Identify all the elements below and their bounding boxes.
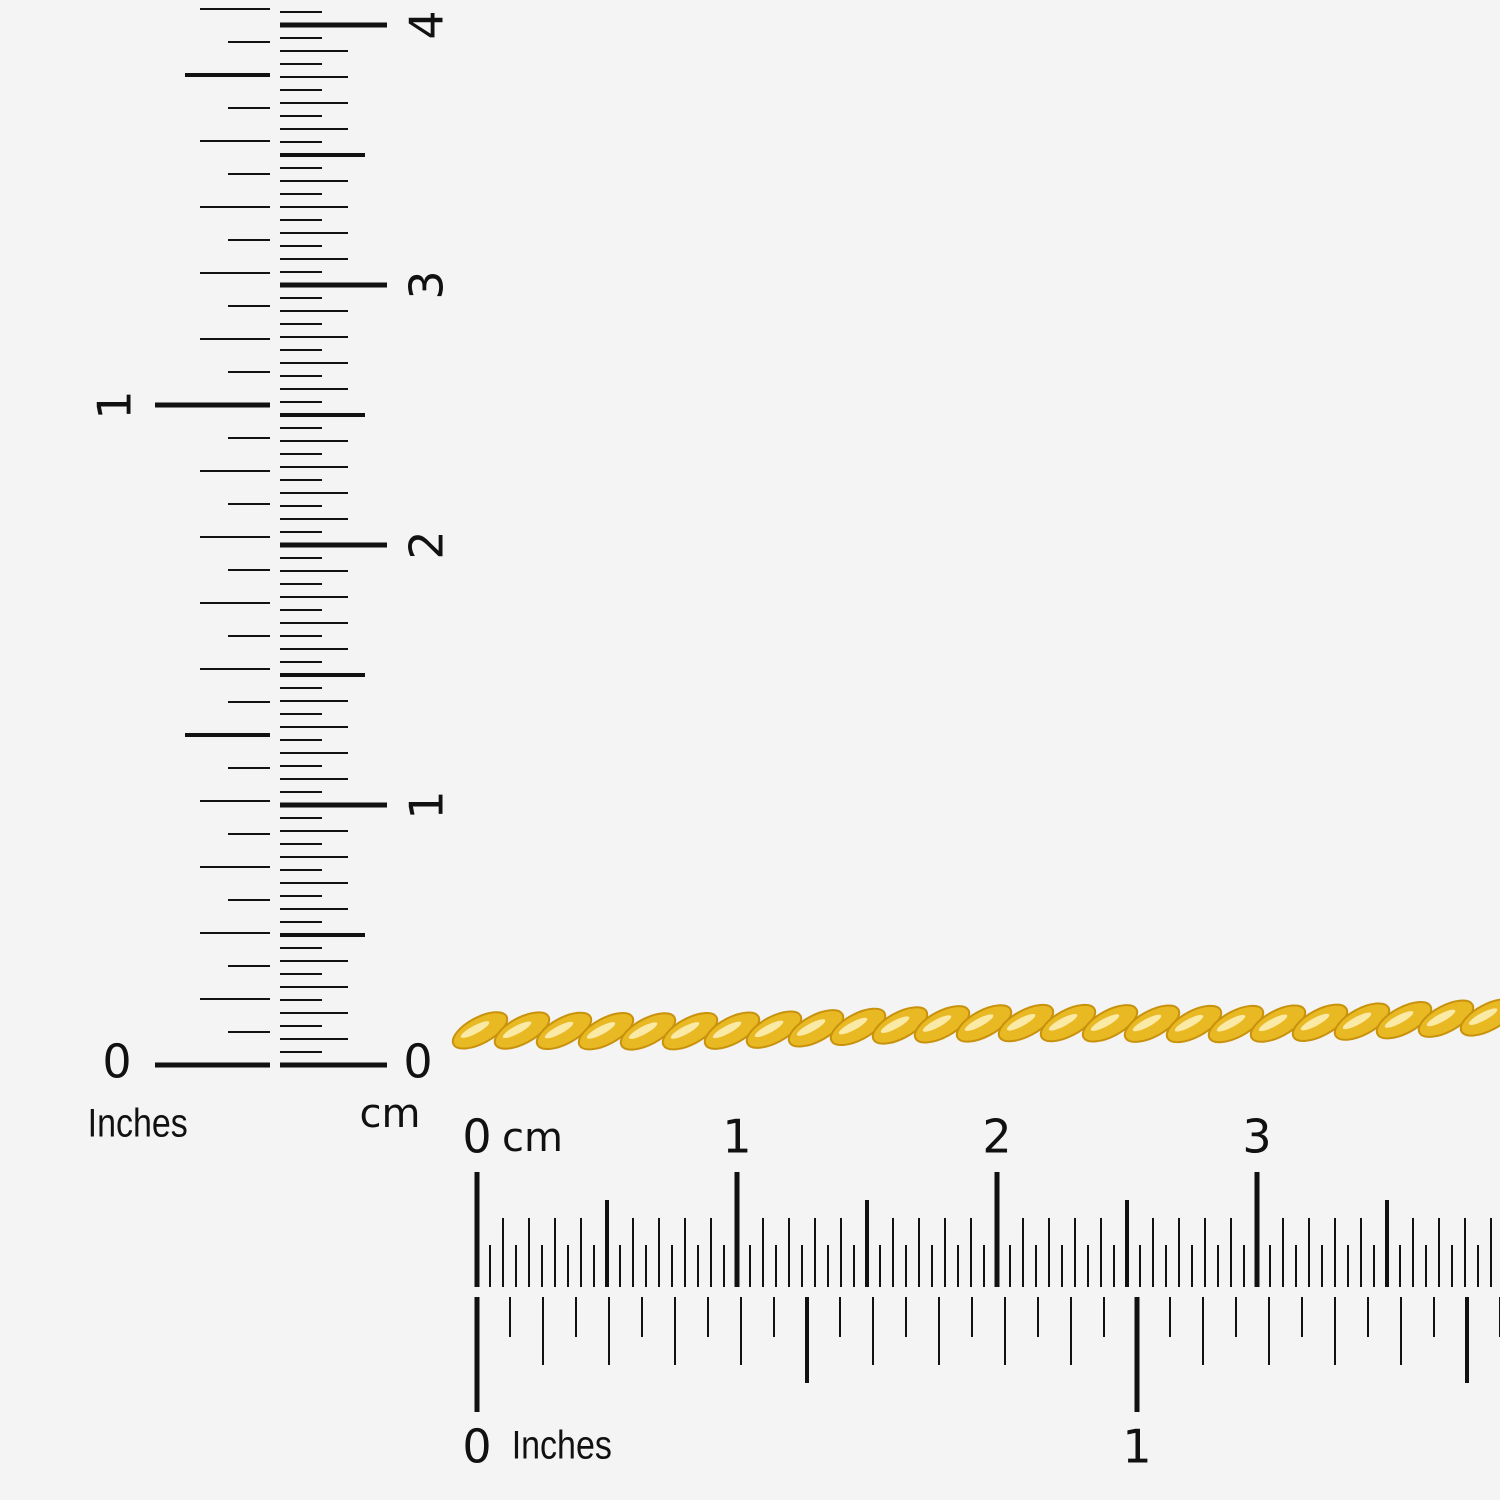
chain-highlight (628, 1022, 658, 1039)
inch-label: 0 (102, 1035, 131, 1089)
rope-chain (451, 998, 1500, 1051)
vertical-inch-unit: Inches (88, 1100, 188, 1145)
chain-highlight (1258, 1014, 1288, 1032)
chain-highlight (922, 1015, 952, 1032)
chain-highlight (1090, 1014, 1120, 1031)
cm-label: 2 (400, 530, 454, 559)
chain-highlight (754, 1020, 784, 1038)
chain-highlight (502, 1021, 532, 1039)
cm-label: 3 (1242, 1110, 1271, 1164)
chain-highlight (838, 1017, 868, 1035)
cm-label: 3 (400, 270, 454, 299)
chain-highlight (1342, 1012, 1372, 1030)
inch-label: 0 (462, 1420, 491, 1474)
chain-highlight (1216, 1014, 1246, 1032)
cm-label: 4 (400, 10, 454, 39)
cm-label: 1 (722, 1110, 751, 1164)
chain-highlight (1468, 1008, 1498, 1025)
chain-highlight (1132, 1014, 1162, 1032)
chain-highlight (796, 1019, 826, 1036)
chain-highlight (1174, 1014, 1204, 1032)
chain-highlight (1426, 1009, 1456, 1027)
inch-label: 1 (1122, 1420, 1151, 1474)
chain-highlight (1006, 1013, 1036, 1031)
horizontal-cm-unit: cm (502, 1115, 563, 1161)
horizontal-inch-unit: Inches (512, 1422, 612, 1467)
chain-highlight (712, 1021, 742, 1039)
chain-highlight (544, 1021, 574, 1039)
cm-label: 0 (462, 1110, 491, 1164)
chain-highlight (586, 1022, 616, 1039)
chain-highlight (670, 1022, 700, 1039)
chain-highlight (1048, 1013, 1078, 1031)
cm-label: 2 (982, 1110, 1011, 1164)
cm-label: 0 (403, 1035, 432, 1089)
chain-highlight (460, 1021, 490, 1038)
chain-highlight (880, 1016, 910, 1033)
inch-label: 1 (88, 390, 142, 419)
chain-highlight (964, 1014, 994, 1031)
chain-highlight (1384, 1011, 1414, 1028)
cm-label: 1 (400, 790, 454, 819)
ruler-ticks (155, 8, 1500, 1412)
chain-highlight (1300, 1013, 1330, 1031)
vertical-cm-unit: cm (360, 1091, 421, 1137)
